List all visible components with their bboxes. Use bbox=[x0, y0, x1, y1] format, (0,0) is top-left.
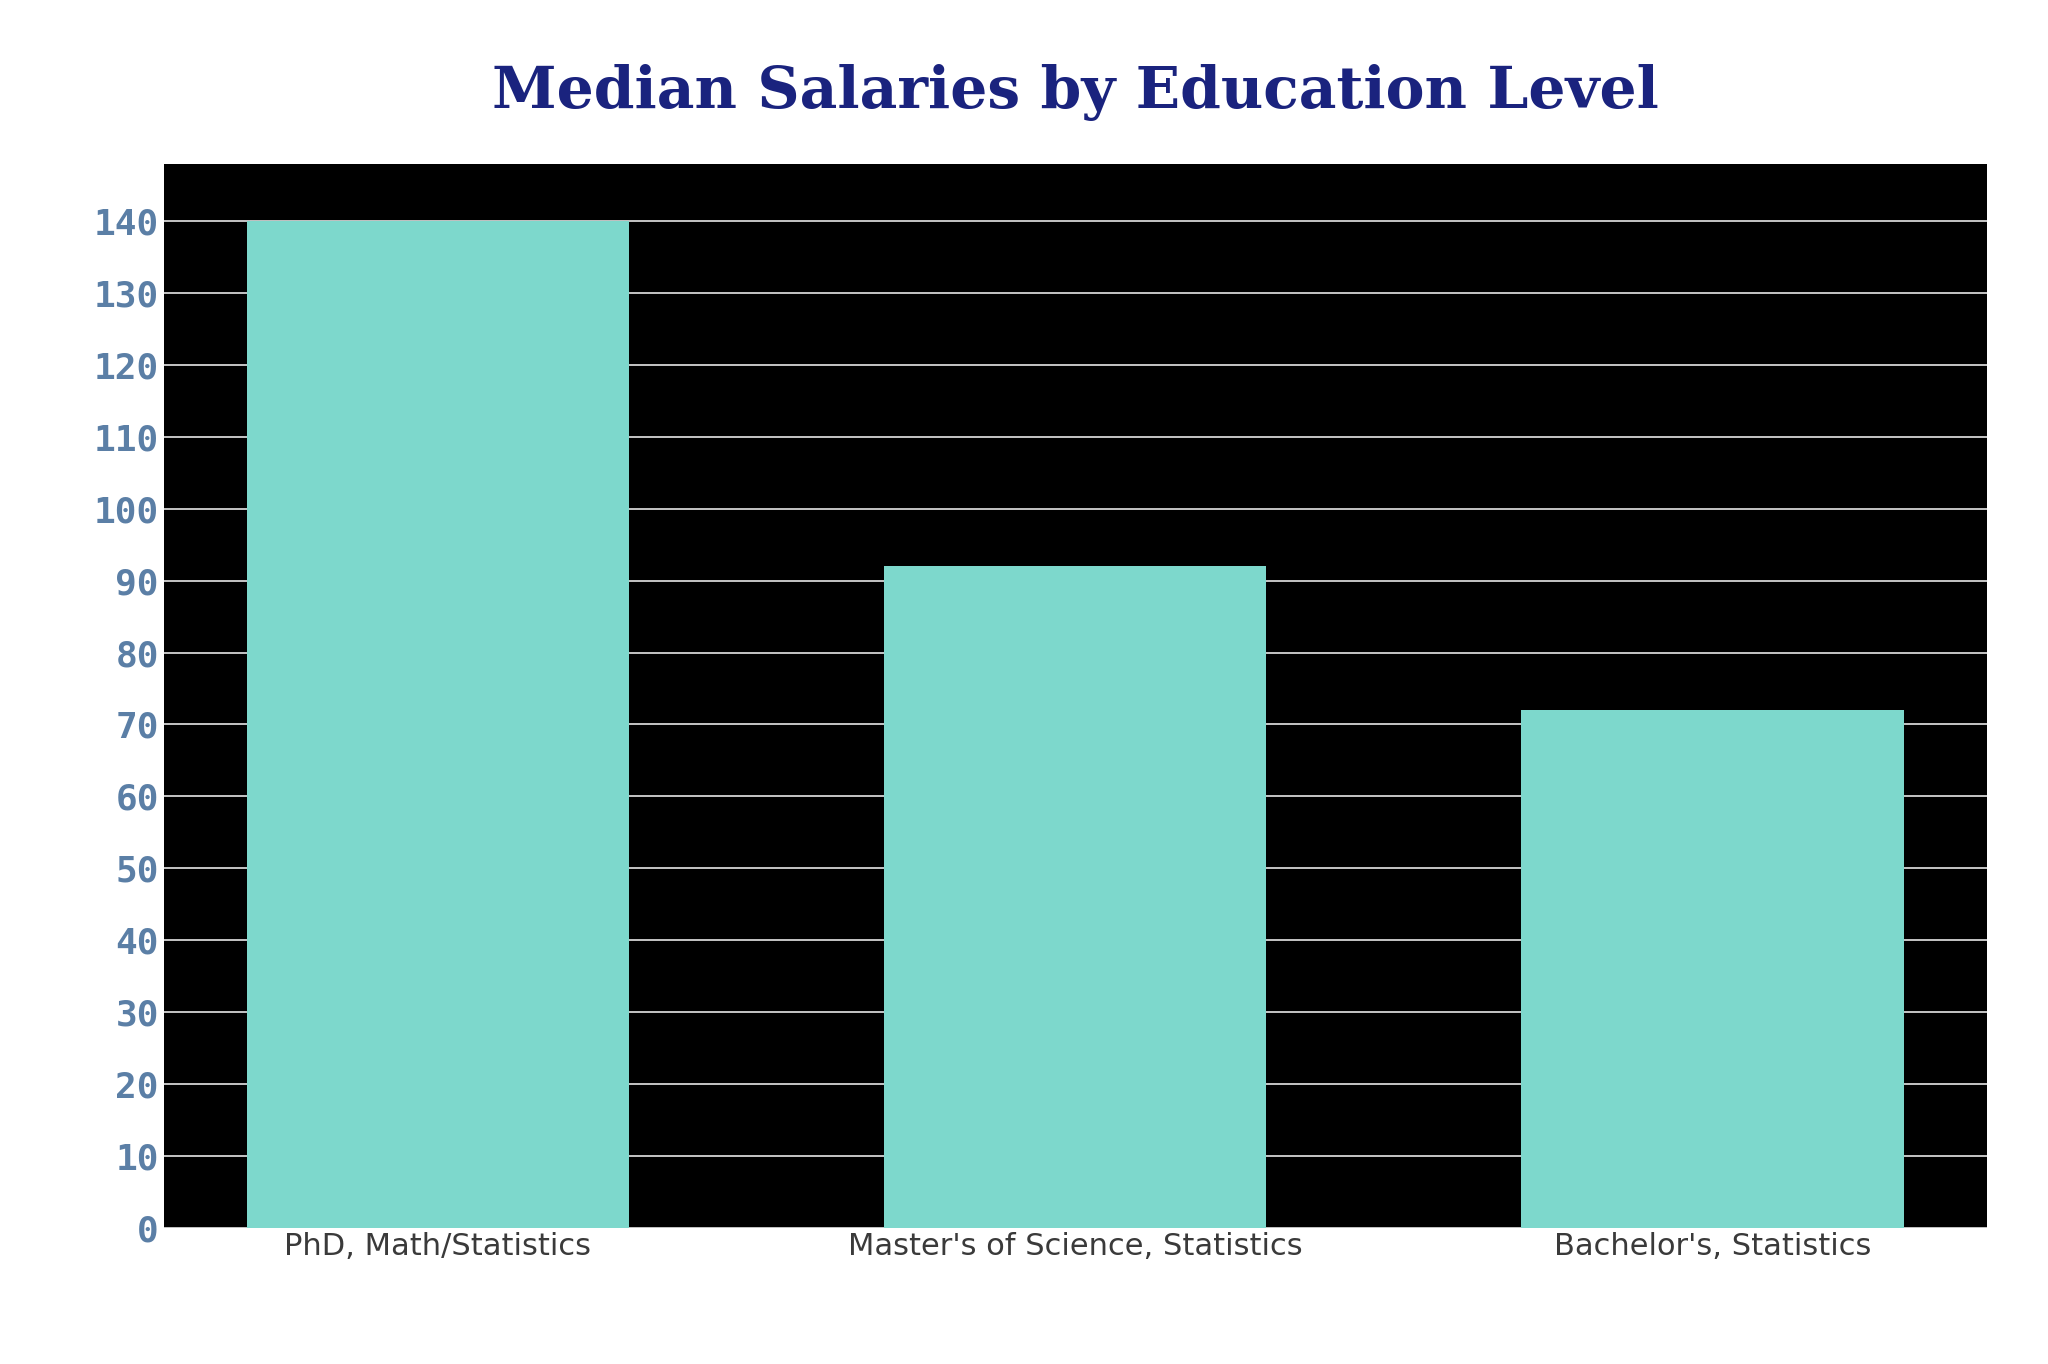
Bar bbox=[885, 566, 1266, 1228]
Bar bbox=[246, 221, 629, 1228]
Title: Median Salaries by Education Level: Median Salaries by Education Level bbox=[492, 64, 1659, 121]
Bar bbox=[1522, 711, 1905, 1228]
